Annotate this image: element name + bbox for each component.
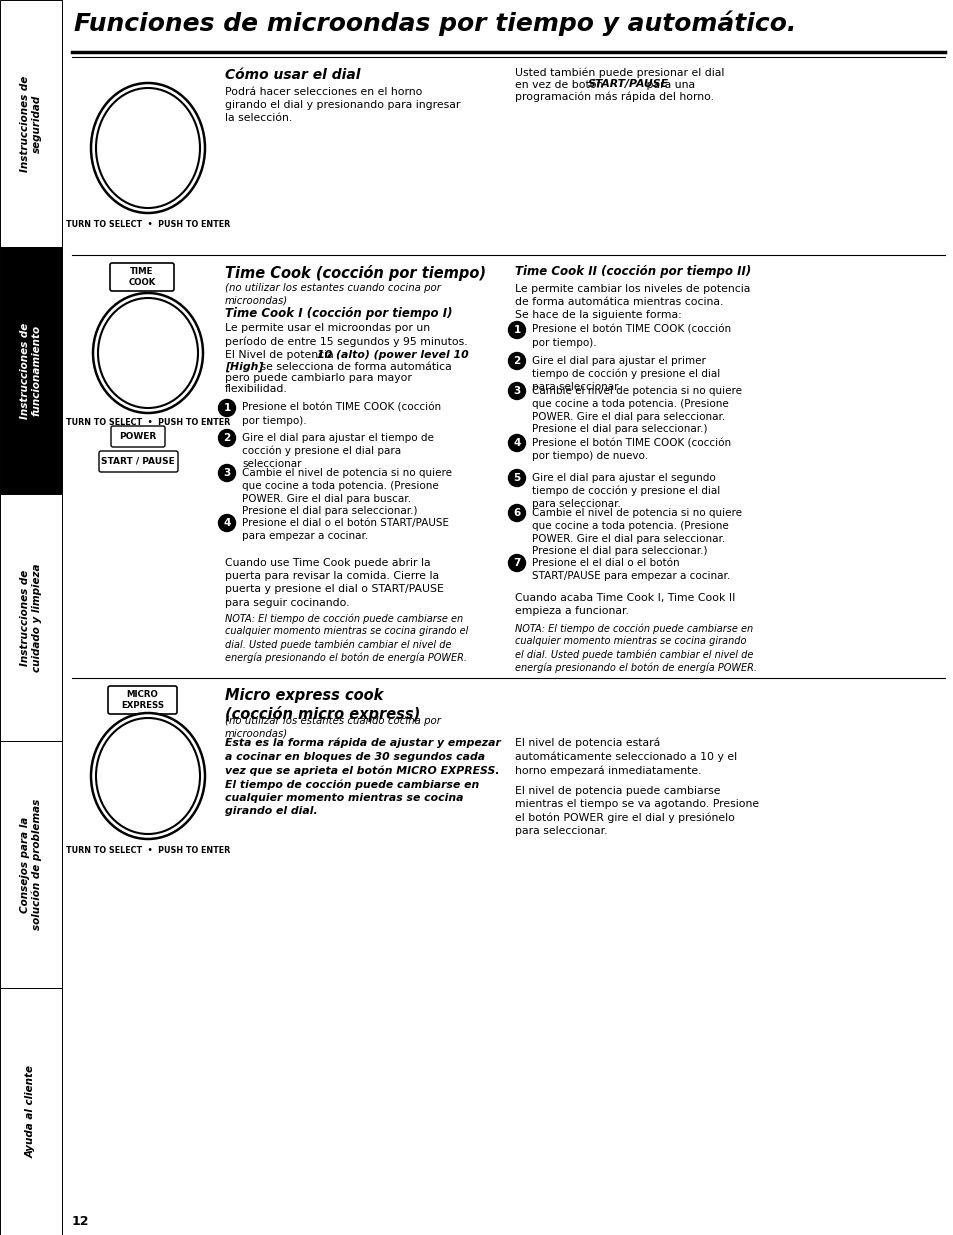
Circle shape: [508, 505, 525, 521]
Bar: [0, 741, 62, 988]
Circle shape: [508, 321, 525, 338]
Text: 2: 2: [223, 433, 231, 443]
Bar: [0, 0, 62, 247]
Text: se selecciona de forma automática: se selecciona de forma automática: [256, 362, 452, 372]
Circle shape: [218, 430, 235, 447]
Text: Instrucciones de
funcionamiento: Instrucciones de funcionamiento: [20, 322, 42, 419]
Text: Le permite usar el microondas por un
período de entre 15 segundos y 95 minutos.: Le permite usar el microondas por un per…: [225, 324, 467, 347]
Text: Presione el botón TIME COOK (cocción
por tiempo) de nuevo.: Presione el botón TIME COOK (cocción por…: [532, 438, 730, 461]
Circle shape: [508, 555, 525, 572]
Text: flexibilidad.: flexibilidad.: [225, 384, 288, 394]
Text: 3: 3: [513, 387, 520, 396]
FancyBboxPatch shape: [108, 685, 177, 714]
Circle shape: [218, 515, 235, 531]
Text: Cambie el nivel de potencia si no quiere
que cocine a toda potencia. (Presione
P: Cambie el nivel de potencia si no quiere…: [242, 468, 452, 516]
Circle shape: [508, 435, 525, 452]
Ellipse shape: [96, 718, 200, 834]
Text: Presione el botón TIME COOK (cocción
por tiempo).: Presione el botón TIME COOK (cocción por…: [242, 403, 440, 426]
Text: NOTA: El tiempo de cocción puede cambiarse en
cualquier momento mientras se coci: NOTA: El tiempo de cocción puede cambiar…: [515, 622, 757, 673]
Text: Gire el dial para ajustar el primer
tiempo de cocción y presione el dial
para se: Gire el dial para ajustar el primer tiem…: [532, 356, 720, 393]
Text: Cambie el nivel de potencia si no quiere
que cocine a toda potencia. (Presione
P: Cambie el nivel de potencia si no quiere…: [532, 508, 741, 557]
Text: Micro express cook
(cocción micro express): Micro express cook (cocción micro expres…: [225, 688, 420, 721]
Text: Esta es la forma rápida de ajustar y empezar
a cocinar en bloques de 30 segundos: Esta es la forma rápida de ajustar y emp…: [225, 739, 500, 816]
Text: Instrucciones de
cuidado y limpieza: Instrucciones de cuidado y limpieza: [20, 563, 42, 672]
Text: Time Cook I (cocción por tiempo I): Time Cook I (cocción por tiempo I): [225, 308, 452, 320]
Circle shape: [508, 383, 525, 399]
Text: Gire el dial para ajustar el tiempo de
cocción y presione el dial para
seleccion: Gire el dial para ajustar el tiempo de c…: [242, 433, 434, 469]
Text: NOTA: El tiempo de cocción puede cambiarse en
cualquier momento mientras se coci: NOTA: El tiempo de cocción puede cambiar…: [225, 613, 468, 663]
Text: 12: 12: [71, 1215, 90, 1228]
FancyBboxPatch shape: [110, 263, 173, 291]
Text: Time Cook II (cocción por tiempo II): Time Cook II (cocción por tiempo II): [515, 266, 750, 278]
Text: 4: 4: [223, 517, 231, 529]
Text: Cambie el nivel de potencia si no quiere
que cocine a toda potencia. (Presione
P: Cambie el nivel de potencia si no quiere…: [532, 387, 741, 435]
Text: Cuando use Time Cook puede abrir la
puerta para revisar la comida. Cierre la
pue: Cuando use Time Cook puede abrir la puer…: [225, 558, 443, 608]
Circle shape: [508, 469, 525, 487]
Text: Ayuda al cliente: Ayuda al cliente: [26, 1065, 36, 1158]
Text: Presione el botón TIME COOK (cocción
por tiempo).: Presione el botón TIME COOK (cocción por…: [532, 325, 730, 348]
Text: 10 (alto) (power level 10: 10 (alto) (power level 10: [316, 350, 468, 359]
Ellipse shape: [96, 88, 200, 207]
Text: en vez de botón: en vez de botón: [515, 79, 606, 89]
Text: El nivel de potencia estará
automáticamente seleccionado a 10 y el
horno empezar: El nivel de potencia estará automáticame…: [515, 739, 737, 777]
Circle shape: [218, 464, 235, 482]
Text: TIME
COOK: TIME COOK: [128, 268, 155, 287]
Text: START / PAUSE: START / PAUSE: [101, 457, 174, 466]
Text: Presione el dial o el botón START/PAUSE
para empezar a cocinar.: Presione el dial o el botón START/PAUSE …: [242, 517, 449, 541]
Text: El Nivel de potencia: El Nivel de potencia: [225, 350, 337, 359]
Ellipse shape: [98, 298, 198, 408]
Text: 3: 3: [223, 468, 231, 478]
Text: El nivel de potencia puede cambiarse
mientras el tiempo se va agotando. Presione: El nivel de potencia puede cambiarse mie…: [515, 785, 759, 836]
Text: TURN TO SELECT  •  PUSH TO ENTER: TURN TO SELECT • PUSH TO ENTER: [66, 220, 230, 228]
Text: TURN TO SELECT  •  PUSH TO ENTER: TURN TO SELECT • PUSH TO ENTER: [66, 846, 230, 855]
Text: START/PAUSE: START/PAUSE: [587, 79, 668, 89]
Text: Cuando acaba Time Cook I, Time Cook II
empieza a funcionar.: Cuando acaba Time Cook I, Time Cook II e…: [515, 593, 735, 616]
Text: para una: para una: [642, 79, 695, 89]
Text: pero puede cambiarlo para mayor: pero puede cambiarlo para mayor: [225, 373, 412, 383]
Text: Presione el el dial o el botón
START/PAUSE para empezar a cocinar.: Presione el el dial o el botón START/PAU…: [532, 558, 729, 580]
Circle shape: [218, 399, 235, 416]
Text: Instrucciones de
seguridad: Instrucciones de seguridad: [20, 75, 42, 172]
Text: Usted también puede presionar el dial: Usted también puede presionar el dial: [515, 68, 723, 79]
Text: Le permite cambiar los niveles de potencia
de forma automática mientras cocina.
: Le permite cambiar los niveles de potenc…: [515, 284, 750, 320]
Text: [High]: [High]: [225, 362, 263, 372]
Text: TURN TO SELECT  •  PUSH TO ENTER: TURN TO SELECT • PUSH TO ENTER: [66, 417, 230, 427]
Ellipse shape: [91, 83, 205, 212]
Text: Funciones de microondas por tiempo y automático.: Funciones de microondas por tiempo y aut…: [74, 10, 796, 36]
Text: 1: 1: [223, 403, 231, 412]
Text: (no utilizar los estantes cuando cocina por
microondas): (no utilizar los estantes cuando cocina …: [225, 716, 440, 739]
Text: 1: 1: [513, 325, 520, 335]
Text: 6: 6: [513, 508, 520, 517]
Text: 2: 2: [513, 356, 520, 366]
Text: Time Cook (cocción por tiempo): Time Cook (cocción por tiempo): [225, 266, 485, 282]
Text: (no utilizar los estantes cuando cocina por
microondas): (no utilizar los estantes cuando cocina …: [225, 283, 440, 306]
Text: MICRO
EXPRESS: MICRO EXPRESS: [121, 690, 164, 710]
Text: 5: 5: [513, 473, 520, 483]
Text: 7: 7: [513, 558, 520, 568]
Bar: [0, 988, 62, 1235]
Bar: [0, 247, 62, 494]
Text: programación más rápida del horno.: programación más rápida del horno.: [515, 91, 713, 101]
Text: 4: 4: [513, 438, 520, 448]
Bar: [0, 494, 62, 741]
Ellipse shape: [91, 713, 205, 839]
Circle shape: [508, 352, 525, 369]
Text: Consejos para la
solución de problemas: Consejos para la solución de problemas: [20, 799, 42, 930]
FancyBboxPatch shape: [99, 451, 178, 472]
FancyBboxPatch shape: [111, 426, 165, 447]
Text: Gire el dial para ajustar el segundo
tiempo de cocción y presione el dial
para s: Gire el dial para ajustar el segundo tie…: [532, 473, 720, 509]
Text: Podrá hacer selecciones en el horno
girando el dial y presionando para ingresar
: Podrá hacer selecciones en el horno gira…: [225, 86, 460, 124]
Text: Cómo usar el dial: Cómo usar el dial: [225, 68, 360, 82]
Ellipse shape: [92, 293, 203, 412]
Text: POWER: POWER: [119, 432, 156, 441]
